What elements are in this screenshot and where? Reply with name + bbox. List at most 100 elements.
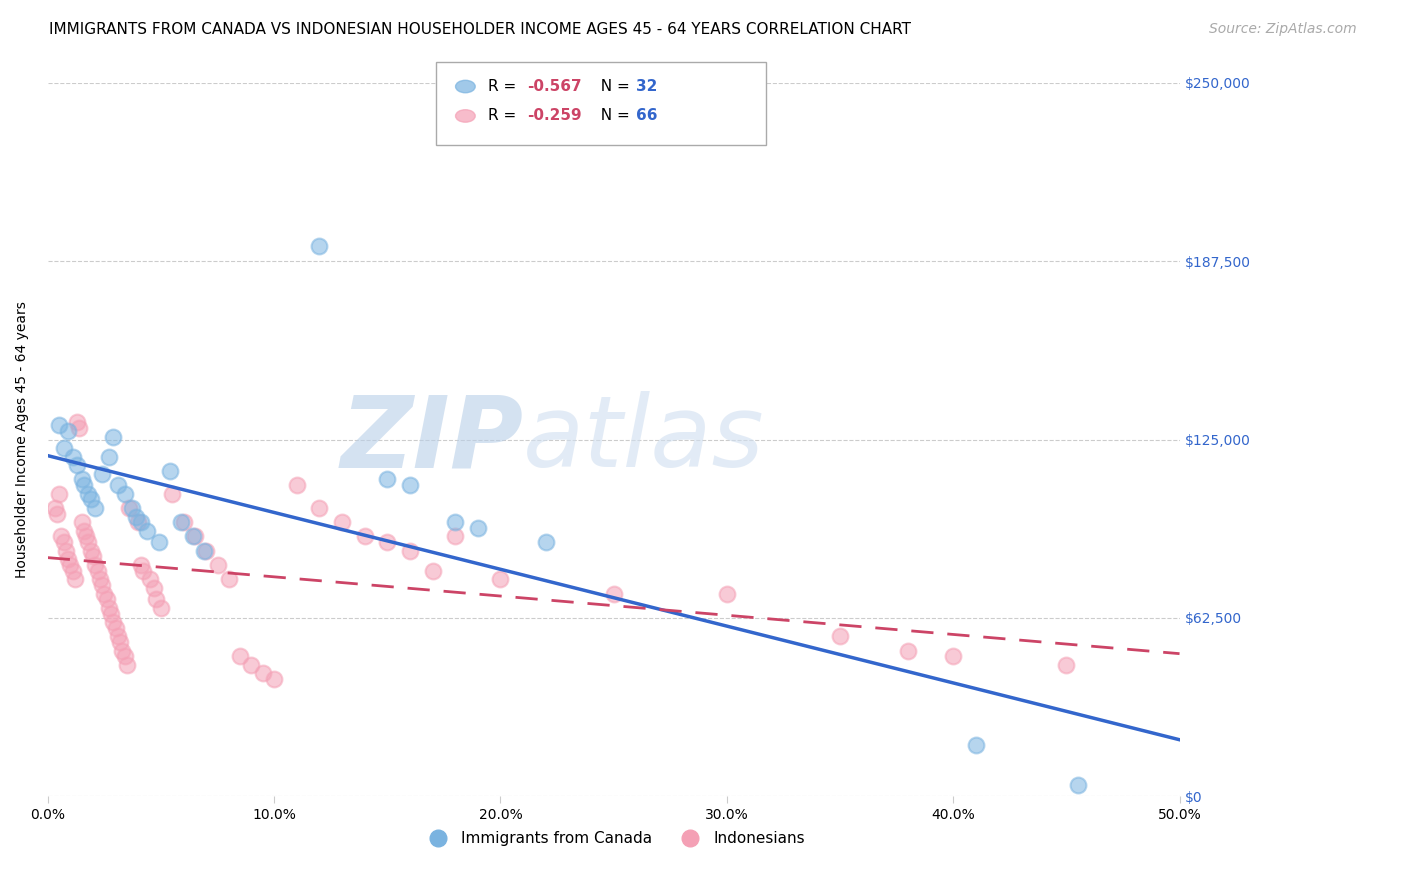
Point xyxy=(170,515,193,529)
Point xyxy=(193,543,215,558)
Point xyxy=(149,600,172,615)
Point xyxy=(148,535,170,549)
Point xyxy=(444,529,467,543)
Text: 32: 32 xyxy=(636,79,657,94)
Point xyxy=(70,472,93,486)
Text: N =: N = xyxy=(591,79,634,94)
Point xyxy=(143,581,166,595)
Point xyxy=(111,643,134,657)
Point xyxy=(48,486,70,500)
Text: Source: ZipAtlas.com: Source: ZipAtlas.com xyxy=(1209,22,1357,37)
Point xyxy=(159,464,181,478)
Point xyxy=(77,535,100,549)
Point xyxy=(108,635,131,649)
Text: atlas: atlas xyxy=(523,391,765,488)
Point xyxy=(104,621,127,635)
Point xyxy=(375,535,398,549)
Point xyxy=(218,572,240,586)
Point xyxy=(181,529,204,543)
Point xyxy=(82,549,104,564)
Legend: Immigrants from Canada, Indonesians: Immigrants from Canada, Indonesians xyxy=(416,825,811,853)
Point xyxy=(229,649,252,664)
Point xyxy=(73,478,96,492)
Point xyxy=(59,558,82,572)
Point xyxy=(145,592,167,607)
Point xyxy=(263,672,285,686)
Point xyxy=(534,535,557,549)
Point xyxy=(353,529,375,543)
Point xyxy=(132,564,155,578)
Text: 66: 66 xyxy=(636,109,657,123)
Point xyxy=(80,543,103,558)
Point xyxy=(80,492,103,507)
Point xyxy=(240,657,263,672)
Point xyxy=(107,629,129,643)
Point xyxy=(62,564,84,578)
Point xyxy=(69,421,91,435)
Point xyxy=(207,558,229,572)
Point xyxy=(56,424,79,438)
Point xyxy=(422,564,444,578)
Point xyxy=(467,521,489,535)
Point xyxy=(942,649,965,664)
Point xyxy=(162,486,184,500)
Text: R =: R = xyxy=(488,109,522,123)
Point xyxy=(136,524,159,538)
Point xyxy=(118,500,141,515)
Point xyxy=(75,529,97,543)
Point xyxy=(173,515,195,529)
Text: R =: R = xyxy=(488,79,522,94)
Text: IMMIGRANTS FROM CANADA VS INDONESIAN HOUSEHOLDER INCOME AGES 45 - 64 YEARS CORRE: IMMIGRANTS FROM CANADA VS INDONESIAN HOU… xyxy=(49,22,911,37)
Point xyxy=(93,586,115,600)
Text: -0.259: -0.259 xyxy=(527,109,582,123)
Point xyxy=(51,529,73,543)
Point xyxy=(308,500,330,515)
Point xyxy=(70,515,93,529)
Point xyxy=(86,564,108,578)
Point xyxy=(77,486,100,500)
Point xyxy=(115,657,138,672)
Point xyxy=(89,572,111,586)
Point xyxy=(66,458,89,472)
Point xyxy=(129,515,152,529)
Point xyxy=(399,543,422,558)
Point xyxy=(716,586,738,600)
Point xyxy=(84,500,107,515)
Point xyxy=(184,529,207,543)
Point xyxy=(375,472,398,486)
Point xyxy=(399,478,422,492)
Point xyxy=(52,535,75,549)
Point xyxy=(125,509,148,524)
Point xyxy=(44,500,66,515)
Point xyxy=(965,738,987,752)
Point xyxy=(252,666,274,681)
Point xyxy=(308,238,330,252)
Point xyxy=(97,600,120,615)
Point xyxy=(84,558,107,572)
Point xyxy=(107,478,129,492)
Point xyxy=(100,607,122,621)
Point xyxy=(897,643,920,657)
Text: -0.567: -0.567 xyxy=(527,79,582,94)
Point xyxy=(1066,778,1088,792)
Point xyxy=(62,450,84,464)
Point xyxy=(103,430,125,444)
Point xyxy=(1054,657,1077,672)
Text: N =: N = xyxy=(591,109,634,123)
Point xyxy=(138,572,160,586)
Point xyxy=(55,543,77,558)
Point xyxy=(56,552,79,566)
Point xyxy=(489,572,512,586)
Y-axis label: Householder Income Ages 45 - 64 years: Householder Income Ages 45 - 64 years xyxy=(15,301,30,578)
Point xyxy=(121,500,143,515)
Point xyxy=(444,515,467,529)
Point xyxy=(195,543,218,558)
Point xyxy=(129,558,152,572)
Point xyxy=(97,450,120,464)
Text: ZIP: ZIP xyxy=(340,391,523,488)
Point xyxy=(73,524,96,538)
Point xyxy=(127,515,149,529)
Point xyxy=(45,507,67,521)
Point xyxy=(63,572,86,586)
Point xyxy=(52,441,75,455)
